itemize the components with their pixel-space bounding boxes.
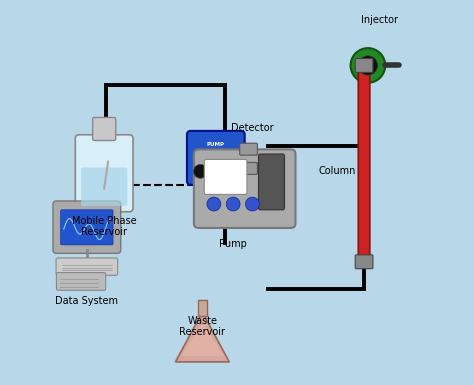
Text: Data System: Data System — [55, 296, 118, 306]
Circle shape — [351, 48, 385, 83]
FancyBboxPatch shape — [204, 159, 247, 194]
FancyBboxPatch shape — [75, 135, 133, 212]
Polygon shape — [175, 316, 229, 362]
Circle shape — [246, 197, 259, 211]
FancyBboxPatch shape — [81, 167, 128, 206]
Text: Injector: Injector — [361, 15, 398, 25]
Polygon shape — [181, 325, 224, 356]
Circle shape — [226, 197, 240, 211]
Circle shape — [193, 164, 207, 178]
FancyBboxPatch shape — [355, 59, 373, 72]
Circle shape — [211, 164, 225, 178]
FancyBboxPatch shape — [258, 154, 284, 210]
FancyBboxPatch shape — [358, 68, 370, 259]
FancyBboxPatch shape — [56, 258, 118, 275]
FancyBboxPatch shape — [198, 300, 207, 316]
Text: PUMP: PUMP — [207, 142, 225, 147]
Text: Mobile Phase
Reservoir: Mobile Phase Reservoir — [72, 216, 137, 237]
Text: Waste
Reservoir: Waste Reservoir — [179, 316, 225, 337]
Circle shape — [207, 197, 221, 211]
FancyBboxPatch shape — [240, 162, 257, 174]
FancyBboxPatch shape — [355, 255, 373, 269]
FancyBboxPatch shape — [53, 201, 121, 253]
Text: Pump: Pump — [219, 239, 247, 249]
Text: Column: Column — [319, 166, 356, 176]
FancyBboxPatch shape — [56, 273, 106, 290]
FancyBboxPatch shape — [240, 143, 257, 155]
Circle shape — [358, 56, 377, 75]
FancyBboxPatch shape — [194, 149, 295, 228]
FancyBboxPatch shape — [92, 117, 116, 141]
FancyBboxPatch shape — [61, 210, 113, 245]
FancyBboxPatch shape — [187, 131, 245, 185]
Text: Detector: Detector — [231, 123, 273, 133]
